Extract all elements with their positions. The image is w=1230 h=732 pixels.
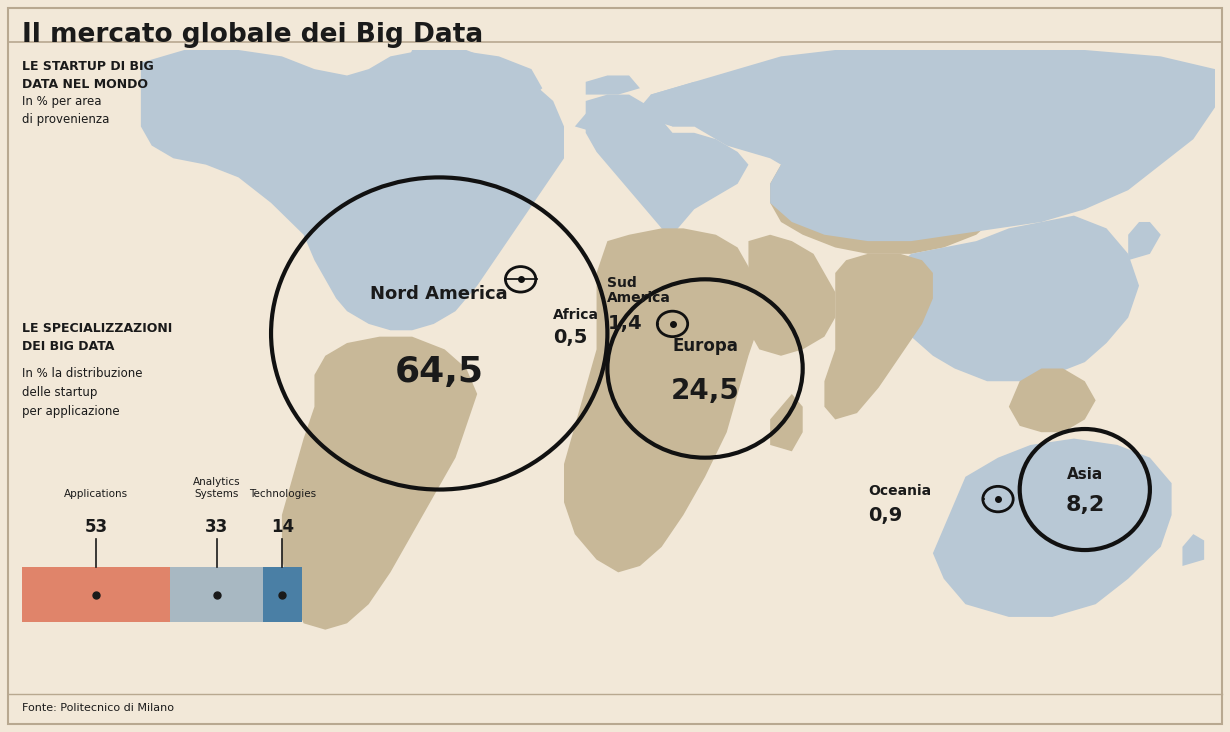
Text: Asia: Asia <box>1066 467 1103 482</box>
Text: Fonte: Politecnico di Milano: Fonte: Politecnico di Milano <box>22 703 173 713</box>
Text: 8,2: 8,2 <box>1065 495 1105 515</box>
Polygon shape <box>585 94 748 235</box>
Text: 64,5: 64,5 <box>395 356 483 389</box>
Polygon shape <box>282 337 477 630</box>
Polygon shape <box>824 254 932 419</box>
Text: 24,5: 24,5 <box>670 377 739 405</box>
Polygon shape <box>640 82 727 127</box>
Bar <box>22 567 171 622</box>
Text: Analytics
Systems: Analytics Systems <box>193 477 240 499</box>
Text: America: America <box>608 291 672 305</box>
Polygon shape <box>770 146 998 254</box>
Text: Sud: Sud <box>608 276 637 290</box>
Text: LE STARTUP DI BIG
DATA NEL MONDO: LE STARTUP DI BIG DATA NEL MONDO <box>22 60 154 91</box>
Text: 53: 53 <box>85 518 108 536</box>
Text: Oceania: Oceania <box>868 484 931 498</box>
Polygon shape <box>889 216 1139 381</box>
Text: Nord America: Nord America <box>370 285 508 304</box>
Polygon shape <box>770 394 803 452</box>
Polygon shape <box>1182 534 1204 566</box>
Text: 0,9: 0,9 <box>868 506 902 525</box>
Text: 33: 33 <box>205 518 229 536</box>
Polygon shape <box>401 50 542 120</box>
Polygon shape <box>141 50 565 330</box>
Text: In % la distribuzione
delle startup
per applicazione: In % la distribuzione delle startup per … <box>22 367 143 418</box>
Text: In % per area
di provenienza: In % per area di provenienza <box>22 95 109 126</box>
Text: Il mercato globale dei Big Data: Il mercato globale dei Big Data <box>22 22 483 48</box>
Text: Africa: Africa <box>554 307 599 321</box>
Polygon shape <box>1128 222 1161 260</box>
Text: 14: 14 <box>271 518 294 536</box>
Text: Technologies: Technologies <box>248 489 316 499</box>
Text: 0,5: 0,5 <box>554 327 588 346</box>
Polygon shape <box>1009 368 1096 432</box>
Bar <box>171 567 263 622</box>
Text: Europa: Europa <box>672 337 738 355</box>
Polygon shape <box>651 50 1215 241</box>
Polygon shape <box>748 235 835 356</box>
Polygon shape <box>585 75 640 94</box>
Bar <box>263 567 303 622</box>
Text: 1,4: 1,4 <box>608 314 642 332</box>
Polygon shape <box>932 438 1172 617</box>
Polygon shape <box>574 108 629 132</box>
Text: Applications: Applications <box>64 489 128 499</box>
Text: LE SPECIALIZZAZIONI
DEI BIG DATA: LE SPECIALIZZAZIONI DEI BIG DATA <box>22 322 172 353</box>
Polygon shape <box>565 228 759 572</box>
